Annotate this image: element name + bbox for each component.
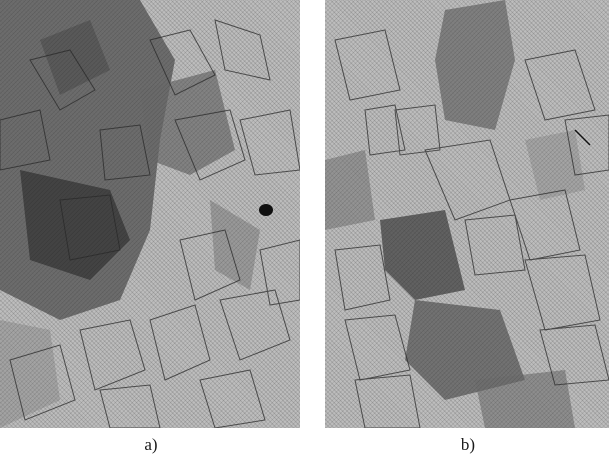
panel-b-caption: b) — [460, 435, 476, 454]
micrograph-b-image — [325, 0, 609, 428]
micrograph-panel-a — [0, 0, 300, 428]
micrograph-a-image — [0, 0, 300, 428]
micrograph-panel-b — [325, 0, 609, 428]
panel-a-caption: a) — [144, 435, 158, 454]
